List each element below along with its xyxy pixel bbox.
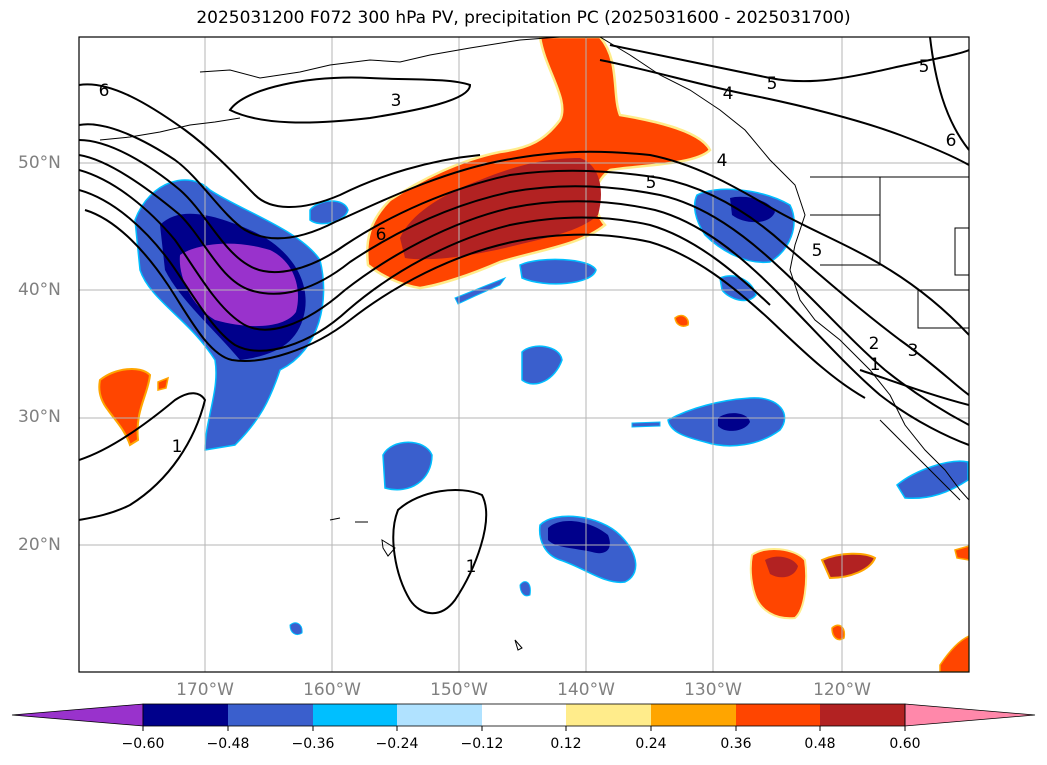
lon-label-160w: 160°W <box>303 680 361 700</box>
pv-contour-5-ne <box>609 44 969 83</box>
colorbar-tick-label: −0.24 <box>375 736 419 752</box>
pos-blob-small-2 <box>831 624 846 641</box>
map-plot-area: 6 3 5 4 5 4 6 5 6 5 2 3 1 1 1 <box>79 37 969 672</box>
lon-label-150w: 150°W <box>430 680 488 700</box>
neg-blob-10 <box>519 581 531 597</box>
colorbar-ticks <box>142 726 906 731</box>
neg-blob-11 <box>289 622 303 636</box>
colorbar-swatch <box>228 704 313 726</box>
pv-contour-b <box>79 169 969 446</box>
colorbar-swatch <box>143 704 228 726</box>
state-3 <box>917 289 969 329</box>
pos-blob-se-edge <box>954 545 969 561</box>
contour-label: 6 <box>99 81 110 101</box>
aleutians <box>99 117 241 141</box>
pv-contour-4 <box>79 139 969 396</box>
contour-label: 5 <box>812 241 823 261</box>
colorbar-swatch <box>482 704 566 726</box>
lat-label-30n: 30°N <box>18 407 61 427</box>
colorbar-frame <box>142 703 906 727</box>
lon-label-130w: 130°W <box>684 680 742 700</box>
pv-contour-d <box>84 209 351 362</box>
colorbar-swatch <box>566 704 651 726</box>
pos-band-core <box>400 158 601 260</box>
contour-label: 4 <box>717 151 728 171</box>
pos-blob-west <box>98 368 152 447</box>
pv-contour-5a <box>79 123 969 336</box>
pv-contour-6-far <box>929 37 969 151</box>
lon-label-140w: 140°W <box>557 680 615 700</box>
colorbar-tick-label: 0.12 <box>550 736 582 752</box>
colorbar-tick-label: −0.48 <box>206 736 250 752</box>
gridlines <box>79 37 969 672</box>
contour-label: 5 <box>767 74 778 94</box>
pv-contour-1-east <box>859 369 969 406</box>
neg-blob-7 <box>719 275 757 302</box>
contour-label: 5 <box>919 57 930 77</box>
state-1 <box>810 214 881 266</box>
colorbar-tick-label: 0.48 <box>804 736 836 752</box>
colorbar-tick-label: 0.60 <box>889 736 921 752</box>
pv-contour-6-ne <box>599 59 969 166</box>
colorbar-swatch <box>820 704 905 726</box>
map-frame <box>78 36 970 673</box>
pos-blob-hawaii-east-core <box>765 556 798 578</box>
contour-label: 6 <box>376 225 387 245</box>
neg-blob-4 <box>382 441 433 491</box>
neg-blob-12 <box>454 276 507 305</box>
colorbar-tick-label: −0.60 <box>121 736 165 752</box>
pos-blob-west-small <box>157 376 170 391</box>
contour-labels: 6 3 5 4 5 4 6 5 6 5 2 3 1 1 1 <box>99 57 957 577</box>
colorbar-extend-left <box>11 703 144 727</box>
lat-label-50n: 50°N <box>18 153 61 173</box>
contour-label: 5 <box>646 173 657 193</box>
pv-contour-1-center <box>392 489 488 615</box>
mexico-coast <box>879 419 961 501</box>
contour-label: 3 <box>391 91 402 111</box>
colorbar-tick-label: −0.12 <box>460 736 504 752</box>
contour-label: 4 <box>723 84 734 104</box>
pos-blob-hawaii-east-2 <box>820 552 877 580</box>
lat-label-40n: 40°N <box>18 280 61 300</box>
colorbar <box>11 703 1036 731</box>
colorbar-extend-right <box>904 703 1036 727</box>
lon-label-120w: 120°W <box>813 680 871 700</box>
map-title: 2025031200 F072 300 hPa PV, precipitatio… <box>196 8 851 28</box>
pv-contour-c <box>79 189 771 352</box>
colorbar-swatch <box>397 704 482 726</box>
colorbar-swatch <box>736 704 820 726</box>
colorbar-tick-label: 0.24 <box>635 736 667 752</box>
contour-label: 1 <box>172 437 183 457</box>
coastlines <box>99 37 969 651</box>
colorbar-tick-label: 0.36 <box>720 736 752 752</box>
colorbar-swatch <box>313 704 397 726</box>
contour-label: 2 <box>869 334 880 354</box>
contour-label: 1 <box>466 557 477 577</box>
neg-blob-13 <box>631 421 661 428</box>
pv-contour-6-nw <box>79 83 481 208</box>
pv-contours <box>79 37 969 615</box>
neg-blob-2 <box>519 258 597 285</box>
neg-blob-9 <box>896 460 969 500</box>
lat-label-20n: 20°N <box>18 535 61 555</box>
neg-blob-3 <box>521 345 563 385</box>
contour-label: 1 <box>870 355 881 375</box>
colorbar-tick-label: −0.36 <box>291 736 335 752</box>
pos-blob-se-corner <box>939 635 969 672</box>
nw-coast <box>599 37 969 501</box>
contour-label: 6 <box>946 131 957 151</box>
alaska-coast <box>199 37 561 79</box>
pv-contour-e <box>349 233 866 399</box>
pv-contour-1-west <box>79 392 207 521</box>
pv-contour-3 <box>228 76 472 124</box>
lon-label-170w: 170°W <box>176 680 234 700</box>
pos-blob-small-1 <box>674 314 690 327</box>
colorbar-swatch <box>651 704 736 726</box>
contour-label: 3 <box>908 341 919 361</box>
hawaii <box>329 517 396 557</box>
state-4 <box>954 227 969 276</box>
pv-contour-a <box>79 154 969 426</box>
small-island <box>514 639 523 651</box>
